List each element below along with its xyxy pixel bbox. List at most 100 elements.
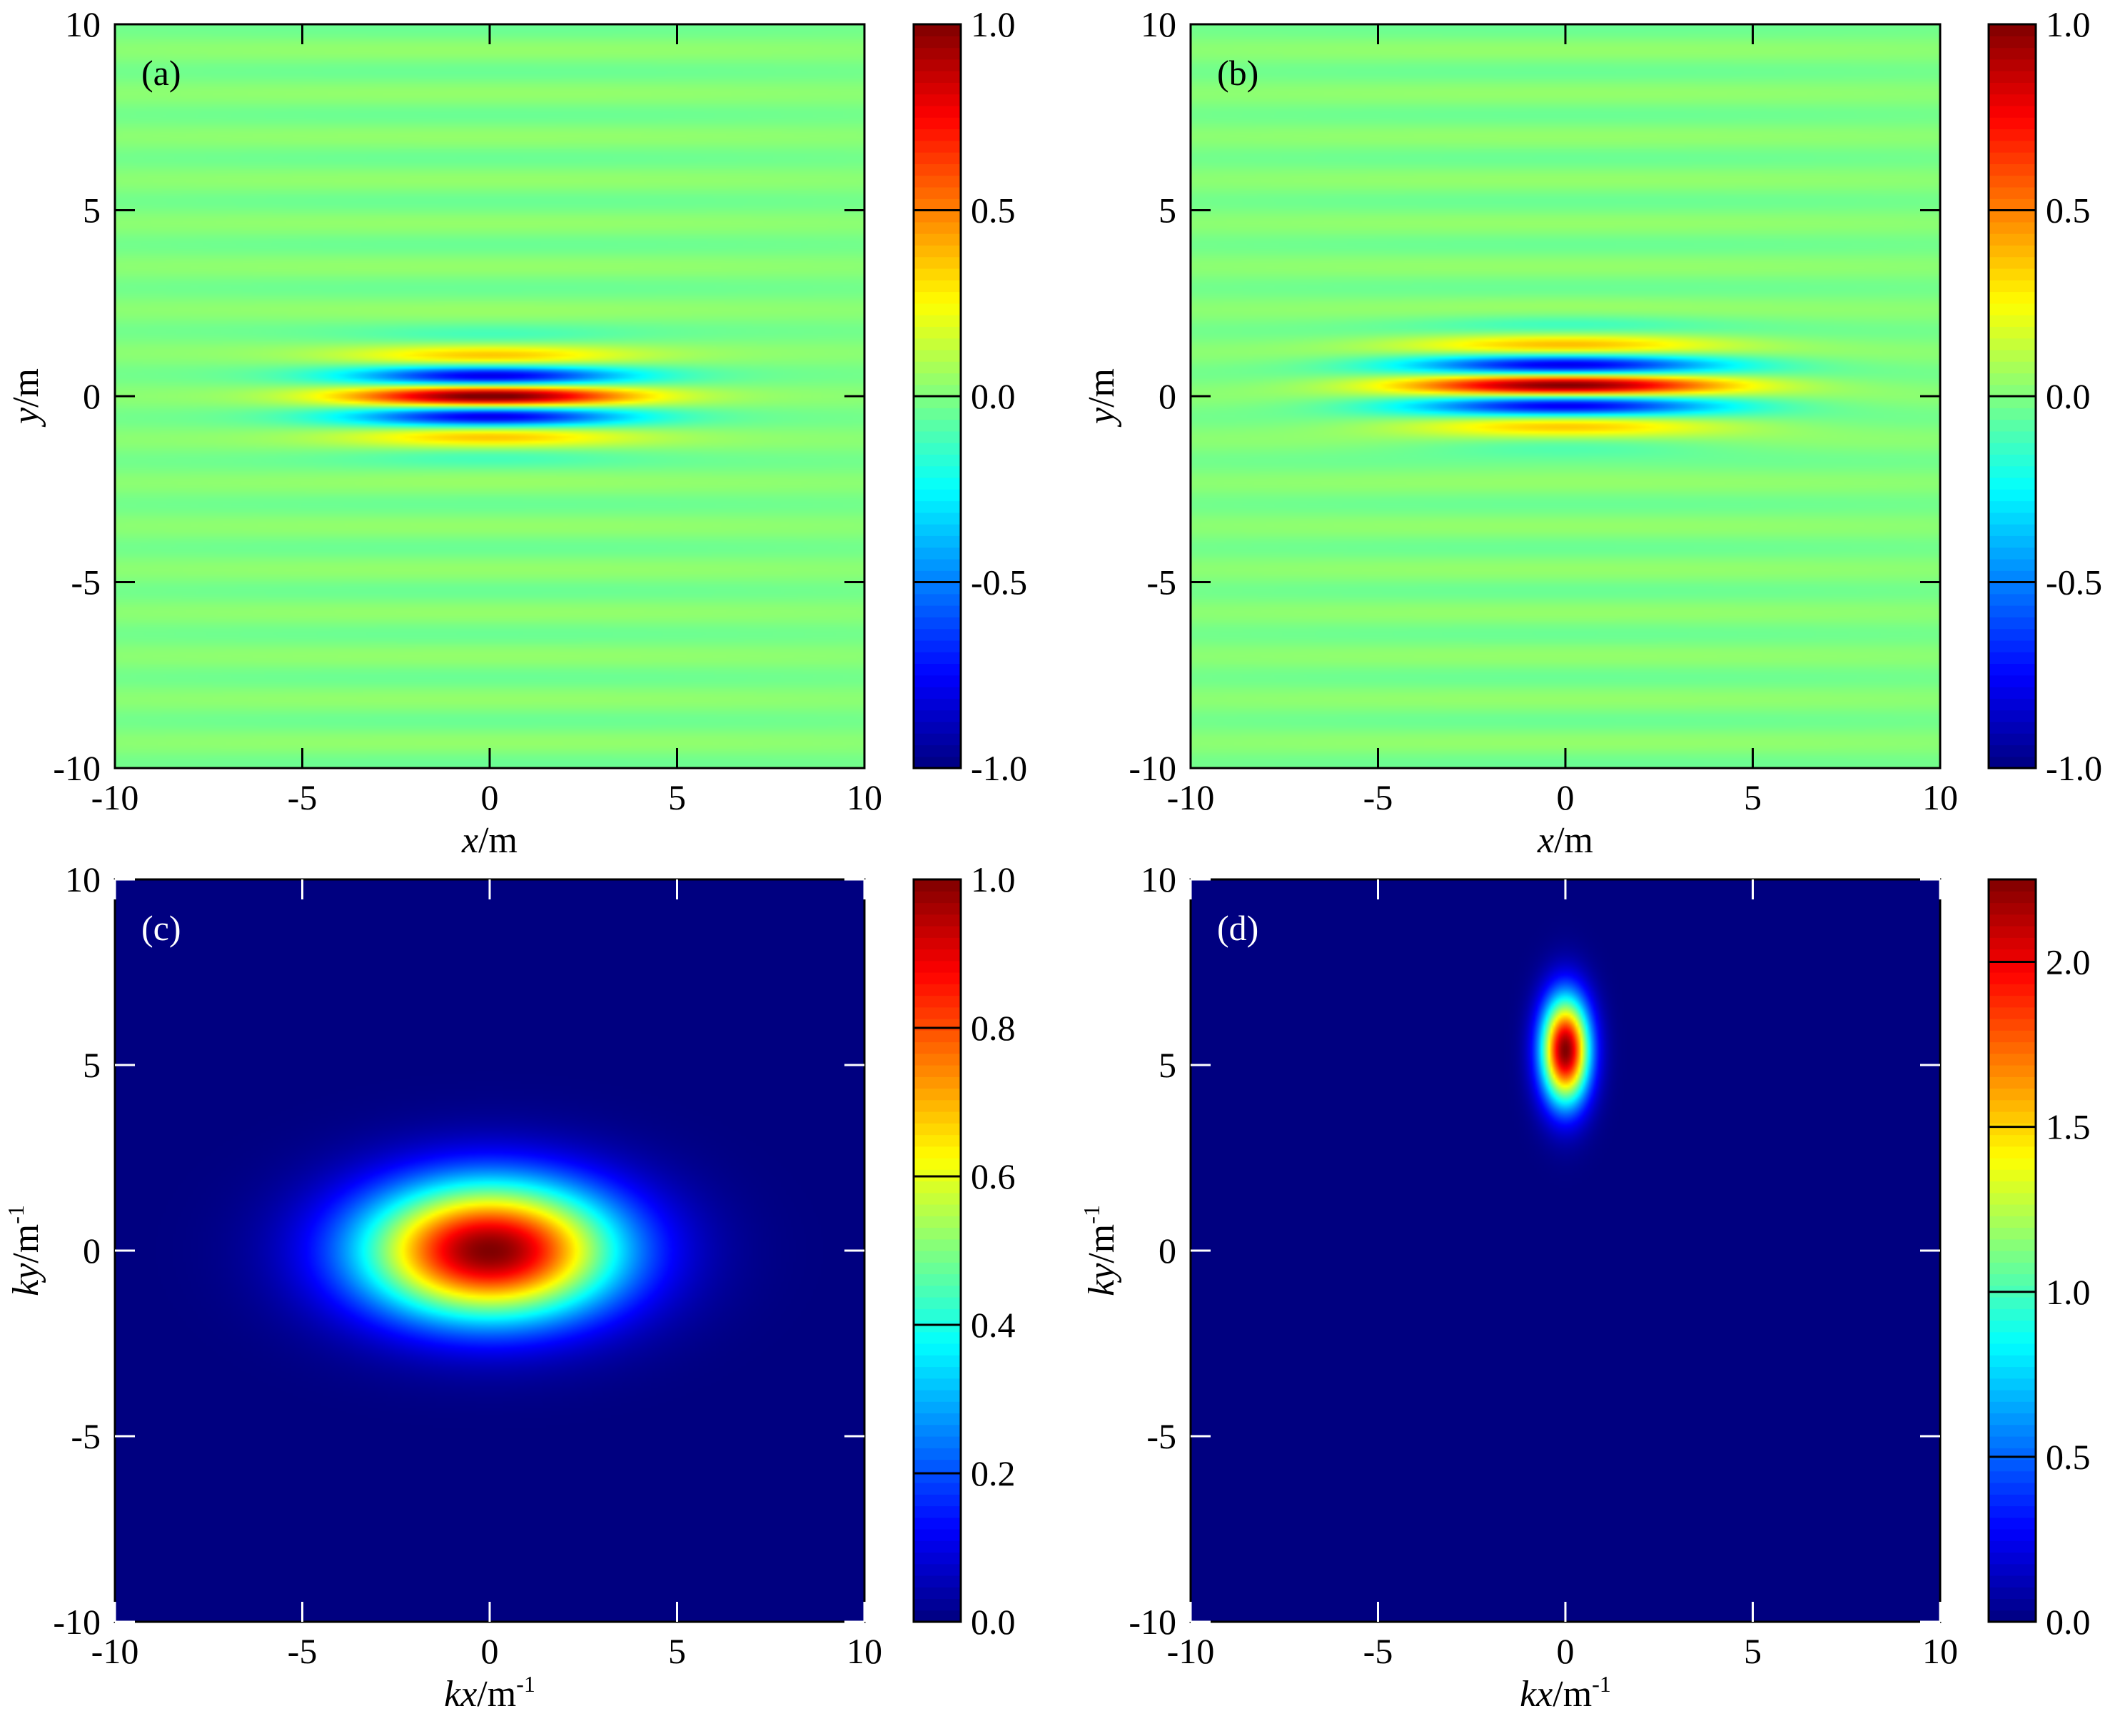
y-axis-var: y [6, 407, 46, 428]
colorbar-segment [914, 1146, 961, 1159]
colorbar-segment [1989, 1273, 2036, 1286]
colorbar-segment [1989, 454, 2036, 467]
colorbar-segment [914, 349, 961, 362]
colorbar-segment [1989, 1505, 2036, 1518]
colorbar-segment [914, 721, 961, 734]
colorbar-segment [1989, 1587, 2036, 1600]
colorbar-segment [914, 500, 961, 513]
colorbar-segment [1989, 408, 2036, 420]
colorbar-segment [1989, 640, 2036, 652]
colorbar-segment [1989, 1308, 2036, 1321]
colorbar-segment [1989, 303, 2036, 316]
colorbar-segment [1989, 1169, 2036, 1182]
colorbar-tick-label: 1.0 [971, 4, 1016, 44]
colorbar-segment [1989, 1448, 2036, 1460]
y-tick-label: 0 [1159, 1231, 1176, 1271]
colorbar-segment [914, 1540, 961, 1553]
y-axis-unit: /m [6, 368, 46, 408]
colorbar-segment [1989, 315, 2036, 327]
colorbar-segment [914, 1285, 961, 1298]
colorbar-segment [1989, 902, 2036, 915]
colorbar: 0.0 0.2 0.4 0.6 0.8 1.0 [912, 859, 1016, 1642]
colorbar-segment [914, 1006, 961, 1019]
colorbar-segment [914, 233, 961, 246]
colorbar-segment [914, 315, 961, 327]
x-axis-var: x [461, 820, 478, 861]
x-tick-label: -10 [91, 1631, 139, 1671]
colorbar-segment [1989, 1006, 2036, 1019]
colorbar-segment [1989, 1297, 2036, 1309]
colorbar-segment [914, 477, 961, 490]
colorbar-segment [1989, 512, 2036, 525]
colorbar-segment [914, 1088, 961, 1101]
x-tick-label: 10 [1922, 777, 1958, 817]
colorbar-segment [1989, 396, 2036, 408]
colorbar-segment [914, 1123, 961, 1136]
y-axis-label: y/m [1081, 368, 1122, 428]
panel-label: (b) [1217, 53, 1258, 93]
x-tick-label: 0 [481, 777, 499, 817]
x-tick-label: 0 [481, 1631, 499, 1671]
colorbar-segment [1989, 1494, 2036, 1507]
colorbar-segment [914, 186, 961, 199]
x-axis-label: kx/m-1 [444, 1671, 535, 1715]
y-tick-label: -10 [53, 1602, 101, 1642]
y-tick-label: 10 [65, 4, 101, 44]
colorbar-segment [1989, 937, 2036, 950]
colorbar-segment [914, 245, 961, 258]
colorbar-segment [914, 152, 961, 164]
colorbar-segment [1989, 1529, 2036, 1541]
colorbar-segment [914, 140, 961, 153]
colorbar-segment [914, 94, 961, 106]
colorbar-segment [914, 384, 961, 397]
colorbar-segment [1989, 500, 2036, 513]
y-tick-label: 0 [83, 376, 101, 416]
colorbar-segment [1989, 745, 2036, 757]
colorbar-segment [914, 1587, 961, 1600]
colorbar-segment [1989, 1204, 2036, 1216]
colorbar-segment [914, 1436, 961, 1448]
colorbar-segment [1989, 524, 2036, 536]
heatmap-image [1191, 879, 1940, 1622]
y-tick-label: 5 [1159, 1045, 1176, 1085]
colorbar-segment [1989, 245, 2036, 258]
colorbar-segment [1989, 949, 2036, 962]
x-axis-label: x/m [1537, 820, 1593, 861]
colorbar-segment [1989, 721, 2036, 734]
colorbar-segment [914, 524, 961, 536]
colorbar-segment [914, 675, 961, 687]
colorbar-segment [914, 1251, 961, 1263]
y-tick-label: -10 [1129, 1602, 1176, 1642]
x-axis-var: x [1537, 820, 1554, 861]
colorbar-segment [914, 984, 961, 996]
y-tick-label: -5 [1146, 562, 1176, 602]
colorbar-segment [1989, 995, 2036, 1008]
colorbar-segment [914, 1065, 961, 1077]
colorbar-segment [1989, 1065, 2036, 1077]
colorbar-segment [1989, 1030, 2036, 1043]
x-axis-sup: -1 [516, 1671, 535, 1697]
colorbar-segment [914, 454, 961, 467]
y-axis-unit: /m [1081, 368, 1122, 408]
colorbar-segment [914, 949, 961, 962]
colorbar-segment [1989, 1331, 2036, 1344]
colorbar-segment [1989, 477, 2036, 490]
colorbar-segment [1989, 186, 2036, 199]
colorbar-segment [914, 1366, 961, 1379]
colorbar-segment [914, 105, 961, 118]
colorbar-segment [914, 879, 961, 892]
x-tick-label: 5 [1744, 1631, 1762, 1671]
colorbar-segment [1989, 605, 2036, 617]
colorbar-tick-label: 2.0 [2046, 942, 2091, 982]
colorbar-segment [1989, 1053, 2036, 1066]
colorbar-segment [1989, 1088, 2036, 1101]
colorbar-segment [914, 582, 961, 595]
colorbar-segment [1989, 628, 2036, 641]
y-axis-var: y [1081, 407, 1122, 428]
colorbar-segment [914, 1308, 961, 1321]
colorbar-segment [914, 210, 961, 223]
y-axis-label: y/m [6, 368, 46, 428]
panel-label: (d) [1217, 908, 1258, 948]
colorbar: 0.0 0.5 1.0 1.5 2.0 [1987, 878, 2091, 1642]
